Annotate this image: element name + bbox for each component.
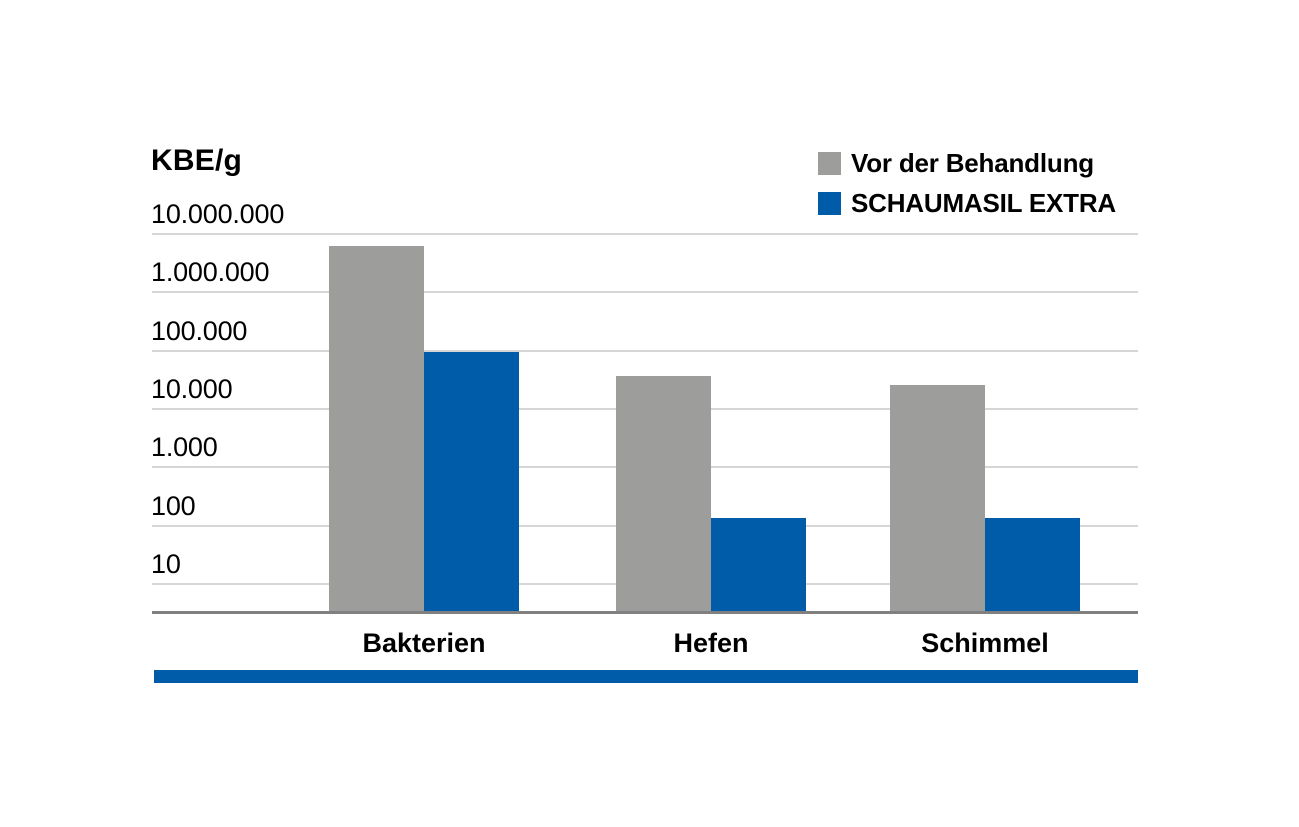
legend-swatch-gray (818, 151, 841, 175)
y-tick-label: 100 (151, 491, 196, 521)
bar-hefen-vor-der-behandlung (616, 376, 711, 613)
legend-label: SCHAUMASIL EXTRA (851, 187, 1117, 218)
legend-swatch-blue (818, 191, 841, 215)
gridline-100000 (152, 350, 1138, 352)
y-axis-title: KBE/g (151, 144, 242, 177)
gridline-10000000 (152, 233, 1138, 235)
brand-stripe (154, 670, 1138, 683)
x-label-bakterien: Bakterien (362, 628, 486, 658)
bar-bakterien-vor-der-behandlung (329, 246, 424, 613)
y-tick-label: 10 (151, 549, 181, 579)
bar-bakterien-schaumasil-extra (424, 352, 519, 613)
bar-schimmel-schaumasil-extra (985, 518, 1080, 613)
gridline-1000000 (152, 291, 1138, 293)
x-label-schimmel: Schimmel (921, 628, 1049, 658)
x-label-hefen: Hefen (673, 628, 749, 658)
bar-hefen-schaumasil-extra (711, 518, 806, 613)
y-tick-label: 1.000 (151, 432, 218, 462)
plot-area: 10.000.000 1.000.000 100.000 10.000 1.00… (151, 199, 1138, 614)
legend-label: Vor der Behandlung (851, 147, 1094, 178)
legend-item-schaumasil-extra: SCHAUMASIL EXTRA (818, 188, 1116, 218)
x-axis-labels: Bakterien Hefen Schimmel (152, 626, 1138, 662)
y-tick-label: 100.000 (151, 316, 248, 346)
legend: Vor der Behandlung SCHAUMASIL EXTRA (818, 148, 1116, 231)
x-axis-line (152, 611, 1138, 614)
y-tick-label: 1.000.000 (151, 257, 270, 287)
y-tick-label: 10.000 (151, 374, 233, 404)
y-tick-label: 10.000.000 (151, 199, 285, 229)
bar-schimmel-vor-der-behandlung (890, 385, 985, 613)
legend-item-vor-der-behandlung: Vor der Behandlung (818, 148, 1116, 178)
